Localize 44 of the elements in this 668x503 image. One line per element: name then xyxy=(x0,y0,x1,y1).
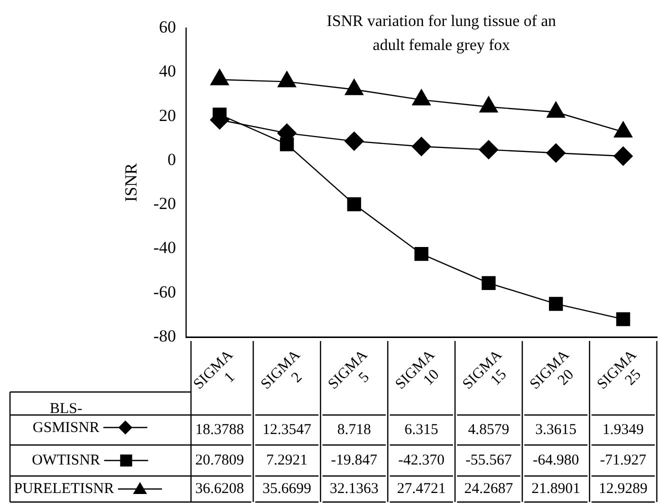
y-tick-label: 0 xyxy=(168,150,176,169)
point xyxy=(616,312,630,326)
point xyxy=(614,146,633,166)
y-tick-label: 40 xyxy=(159,62,176,81)
data-label: 32.1363 xyxy=(330,480,379,497)
data-label: 12.9289 xyxy=(598,480,648,497)
data-label: 6.315 xyxy=(404,422,438,438)
data-label: 18.3788 xyxy=(195,422,244,438)
point xyxy=(412,136,431,156)
legend-label: OWTISNR xyxy=(32,452,100,468)
legend-label: BLS-GSMISNR xyxy=(32,400,100,436)
data-label: 1.9349 xyxy=(602,422,644,438)
point xyxy=(414,246,428,261)
data-label: 4.8579 xyxy=(468,422,510,438)
legend-label: PURELETISNR xyxy=(14,480,114,497)
data-label: 20.7809 xyxy=(195,452,244,468)
data-label: 7.2921 xyxy=(266,452,308,468)
point xyxy=(548,296,563,311)
data-label: 36.6208 xyxy=(195,480,244,497)
y-tick-label: -40 xyxy=(153,238,176,258)
data-label: -19.847 xyxy=(331,452,378,468)
data-label: -71.927 xyxy=(600,452,647,468)
point xyxy=(546,143,566,163)
y-tick-label: 20 xyxy=(159,106,176,125)
chart-title: ISNR variation for lung tissue of an adult female grey fox xyxy=(326,13,556,54)
point xyxy=(479,140,498,160)
data-label: 12.3547 xyxy=(262,422,312,438)
y-tick-label: 60 xyxy=(159,17,176,36)
point xyxy=(347,197,362,212)
data-label: -64.980 xyxy=(532,452,580,468)
data-label: 21.8901 xyxy=(532,480,580,497)
data-label: 8.718 xyxy=(337,422,372,438)
data-label: 35.6699 xyxy=(262,480,312,497)
y-tick-label: -20 xyxy=(153,194,176,214)
data-label: 24.2687 xyxy=(464,480,514,497)
point xyxy=(482,276,496,290)
data-label: -55.567 xyxy=(466,452,512,468)
data-label: -42.370 xyxy=(398,452,445,468)
data-label: 3.3615 xyxy=(535,422,577,438)
y-tick-label: -80 xyxy=(153,326,176,346)
point xyxy=(344,132,364,151)
y-tick-label: -60 xyxy=(153,282,176,302)
y-axis-title: ISNR xyxy=(122,162,141,202)
data-label: 27.4721 xyxy=(397,480,446,497)
